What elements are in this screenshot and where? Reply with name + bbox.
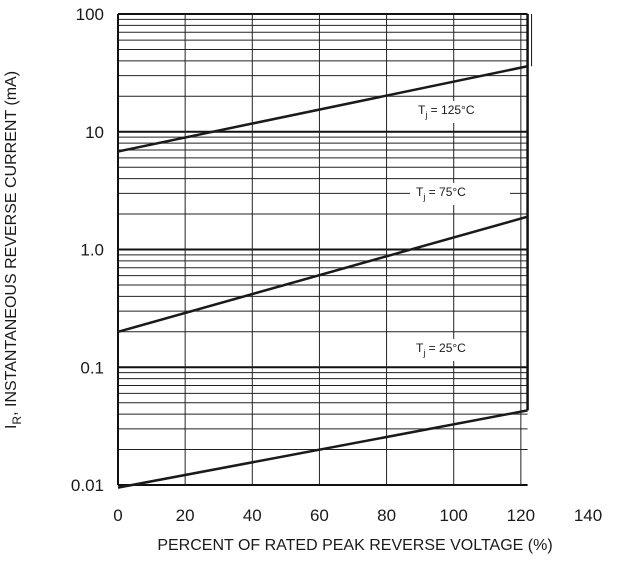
series-label: Tj = 125°C [418,103,475,120]
label-symbol: T [418,103,426,117]
y-tick-label: 0.1 [80,358,104,377]
y-axis-subscript: R [10,416,24,425]
label-subscript: j [422,192,425,202]
series-label: Tj = 25°C [416,341,466,358]
series-line [117,65,528,153]
x-tick-label: 140 [574,506,602,525]
x-tick-label: 0 [113,506,122,525]
y-axis-symbol: I [3,425,20,429]
y-tick-label: 10 [85,123,104,142]
x-tick-label: 100 [440,506,468,525]
label-symbol: T [416,185,424,199]
label-subscript: j [422,348,425,358]
x-tick-label: 120 [507,506,535,525]
y-axis-text: , INSTANTANEOUS REVERSE CURRENT (mA) [3,71,20,416]
label-subscript: j [424,110,427,120]
y-tick-label: 0.01 [71,476,104,495]
x-tick-label: 80 [377,506,396,525]
y-tick-label: 1.0 [80,241,104,260]
series-line [117,215,528,334]
annotation-bg [412,101,512,123]
annotation-bg [410,183,510,205]
label-symbol: T [416,341,424,355]
x-tick-label: 60 [310,506,329,525]
x-tick-label: 20 [176,506,195,525]
y-axis-title: IR, INSTANTANEOUS REVERSE CURRENT (mA) [3,71,24,429]
x-axis-title: PERCENT OF RATED PEAK REVERSE VOLTAGE (%… [157,537,552,554]
y-tick-label: 100 [76,5,104,24]
x-tick-label: 40 [243,506,262,525]
annotation-bg [410,339,510,361]
series-label: Tj = 75°C [416,185,466,202]
series-line [117,409,528,489]
label-text: = 75°C [425,185,466,199]
label-text: = 125°C [427,103,474,117]
label-text: = 25°C [425,341,466,355]
